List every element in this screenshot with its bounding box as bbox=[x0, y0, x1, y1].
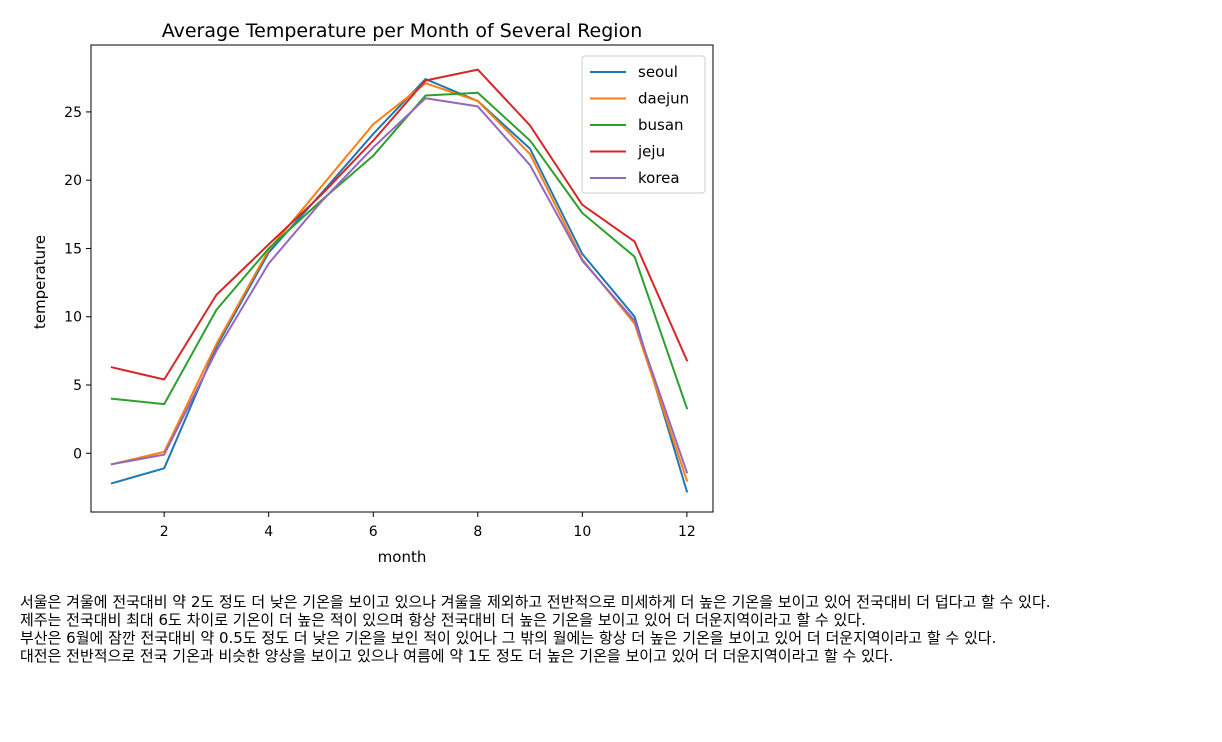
y-tick-label: 5 bbox=[73, 378, 82, 394]
legend: seoul daejun busan jeju korea bbox=[581, 55, 706, 194]
x-tick-label: 8 bbox=[473, 524, 482, 540]
y-tick-label: 0 bbox=[73, 446, 82, 462]
x-tick-label: 4 bbox=[264, 524, 273, 540]
legend-label-korea: korea bbox=[638, 169, 680, 187]
x-tick-label: 6 bbox=[369, 524, 378, 540]
y-tick-label: 15 bbox=[64, 241, 82, 257]
series-line-korea bbox=[110, 97, 689, 474]
legend-box bbox=[581, 55, 706, 194]
chart-title: Average Temperature per Month of Several… bbox=[162, 20, 643, 42]
x-tick-label: 12 bbox=[678, 524, 696, 540]
y-tick-label: 10 bbox=[64, 310, 82, 326]
x-axis-label: month bbox=[378, 548, 427, 566]
note-busan: 부산은 6월에 잠깐 전국대비 약 0.5도 정도 더 낮은 기온을 보인 적이… bbox=[20, 629, 997, 647]
notes: 서울은 겨울에 전국대비 약 2도 정도 더 낮은 기온을 보이고 있으나 겨울… bbox=[20, 593, 1210, 665]
y-axis-label: temperature bbox=[31, 235, 49, 329]
line-chart: Average Temperature per Month of Several… bbox=[31, 20, 714, 566]
plot-frame bbox=[90, 44, 714, 513]
legend-label-busan: busan bbox=[638, 116, 684, 134]
series-line-busan bbox=[110, 91, 689, 410]
x-tick-label: 2 bbox=[160, 524, 169, 540]
note-jeju: 제주는 전국대비 최대 6도 차이로 기온이 더 높은 적이 있으며 항상 전국… bbox=[20, 611, 866, 629]
y-tick-label: 20 bbox=[64, 173, 82, 189]
note-daejun: 대전은 전반적으로 전국 기온과 비슷한 양상을 보이고 있으나 여름에 약 1… bbox=[20, 647, 894, 665]
legend-label-jeju: jeju bbox=[637, 143, 665, 161]
note-seoul: 서울은 겨울에 전국대비 약 2도 정도 더 낮은 기온을 보이고 있으나 겨울… bbox=[20, 593, 1051, 611]
legend-label-seoul: seoul bbox=[638, 63, 678, 81]
series-line-jeju bbox=[110, 68, 689, 381]
x-tick-label: 10 bbox=[573, 524, 591, 540]
legend-label-daejun: daejun bbox=[638, 90, 689, 108]
y-tick-label: 25 bbox=[64, 105, 82, 121]
